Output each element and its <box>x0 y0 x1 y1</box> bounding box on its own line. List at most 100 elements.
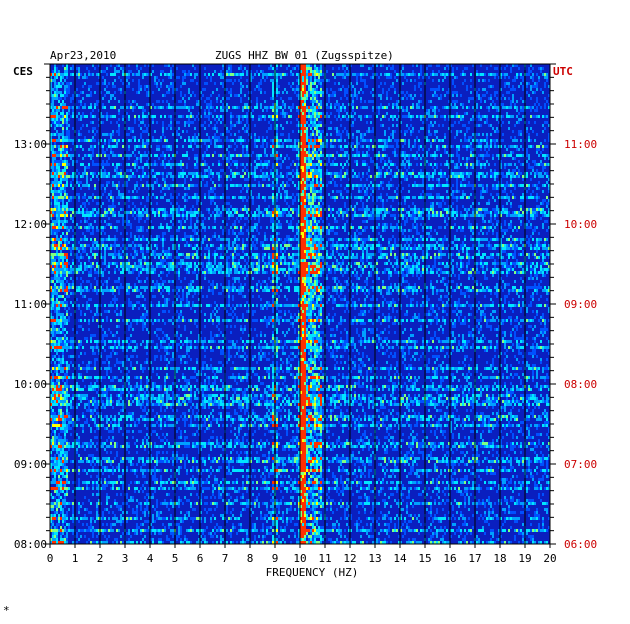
spectrogram-cell <box>294 91 296 94</box>
spectrogram-cell <box>520 172 522 175</box>
spectrogram-cell <box>428 193 430 196</box>
spectrogram-cell <box>368 154 370 157</box>
spectrogram-cell <box>146 160 148 163</box>
spectrogram-cell <box>208 190 210 193</box>
spectrogram-cell <box>506 154 508 157</box>
spectrogram-cell <box>332 190 334 193</box>
spectrogram-cell <box>284 103 286 106</box>
spectrogram-cell <box>106 160 108 163</box>
spectrogram-cell <box>430 193 432 196</box>
spectrogram-cell <box>146 175 148 178</box>
spectrogram-cell <box>510 172 512 175</box>
spectrogram-cell <box>106 172 108 175</box>
spectrogram-cell <box>380 106 382 109</box>
spectrogram-cell <box>182 196 184 199</box>
spectrogram-cell <box>352 169 354 172</box>
spectrogram-cell <box>236 139 238 142</box>
spectrogram-cell <box>270 106 272 109</box>
spectrogram-cell <box>304 106 306 109</box>
spectrogram-cell <box>500 124 502 127</box>
spectrogram-cell <box>432 124 434 127</box>
spectrogram-cell <box>444 202 446 205</box>
spectrogram-cell <box>298 208 300 211</box>
spectrogram-cell <box>170 145 172 148</box>
spectrogram-cell <box>378 172 380 175</box>
spectrogram-cell <box>166 127 168 130</box>
spectrogram-cell <box>386 193 388 196</box>
spectrogram-cell <box>306 163 308 166</box>
spectrogram-cell <box>368 196 370 199</box>
spectrogram-cell <box>316 130 318 133</box>
spectrogram-cell <box>400 121 402 124</box>
spectrogram-cell <box>278 85 280 88</box>
spectrogram-cell <box>308 118 310 121</box>
spectrogram-cell <box>388 103 390 106</box>
spectrogram-cell <box>210 169 212 172</box>
spectrogram-cell <box>66 193 68 196</box>
spectrogram-cell <box>482 190 484 193</box>
spectrogram-cell <box>76 73 78 76</box>
spectrogram-cell <box>68 88 70 91</box>
spectrogram-cell <box>132 127 134 130</box>
spectrogram-cell <box>284 157 286 160</box>
spectrogram-cell <box>300 205 302 208</box>
spectrogram-cell <box>210 190 212 193</box>
spectrogram-cell <box>132 211 134 214</box>
spectrogram-cell <box>228 106 230 109</box>
spectrogram-cell <box>396 193 398 196</box>
spectrogram-cell <box>380 193 382 196</box>
spectrogram-cell <box>460 211 462 214</box>
spectrogram-cell <box>310 64 312 67</box>
spectrogram-cell <box>338 172 340 175</box>
spectrogram-cell <box>88 106 90 109</box>
spectrogram-cell <box>316 145 318 148</box>
spectrogram-cell <box>194 211 196 214</box>
spectrogram-cell <box>230 184 232 187</box>
spectrogram-cell <box>426 160 428 163</box>
spectrogram-cell <box>362 145 364 148</box>
spectrogram-cell <box>510 70 512 73</box>
spectrogram-cell <box>320 115 322 118</box>
spectrogram-cell <box>392 163 394 166</box>
spectrogram-cell <box>468 97 470 100</box>
spectrogram-cell <box>140 160 142 163</box>
spectrogram-cell <box>482 79 484 82</box>
spectrogram-cell <box>210 106 212 109</box>
spectrogram-cell <box>62 103 64 106</box>
spectrogram-cell <box>200 139 202 142</box>
spectrogram-cell <box>54 175 56 178</box>
spectrogram-cell <box>60 112 62 115</box>
spectrogram-cell <box>110 73 112 76</box>
spectrogram-cell <box>318 73 320 76</box>
spectrogram-cell <box>438 172 440 175</box>
spectrogram-cell <box>412 202 414 205</box>
spectrogram-cell <box>118 202 120 205</box>
spectrogram-cell <box>134 205 136 208</box>
spectrogram-cell <box>318 82 320 85</box>
spectrogram-cell <box>316 139 318 142</box>
spectrogram-cell <box>418 184 420 187</box>
spectrogram-cell <box>456 145 458 148</box>
spectrogram-cell <box>384 172 386 175</box>
spectrogram-cell <box>100 70 102 73</box>
spectrogram-cell <box>130 103 132 106</box>
spectrogram-cell <box>58 136 60 139</box>
spectrogram-cell <box>192 184 194 187</box>
spectrogram-cell <box>450 124 452 127</box>
spectrogram-cell <box>170 85 172 88</box>
spectrogram-cell <box>320 82 322 85</box>
spectrogram-cell <box>122 73 124 76</box>
spectrogram-cell <box>276 145 278 148</box>
spectrogram-cell <box>314 193 316 196</box>
spectrogram-cell <box>404 94 406 97</box>
spectrogram-cell <box>464 139 466 142</box>
spectrogram-cell <box>304 94 306 97</box>
spectrogram-cell <box>484 79 486 82</box>
spectrogram-cell <box>342 103 344 106</box>
spectrogram-cell <box>410 133 412 136</box>
spectrogram-cell <box>222 64 224 67</box>
spectrogram-cell <box>472 202 474 205</box>
spectrogram-cell <box>50 76 52 79</box>
spectrogram-cell <box>518 169 520 172</box>
spectrogram-cell <box>456 91 458 94</box>
